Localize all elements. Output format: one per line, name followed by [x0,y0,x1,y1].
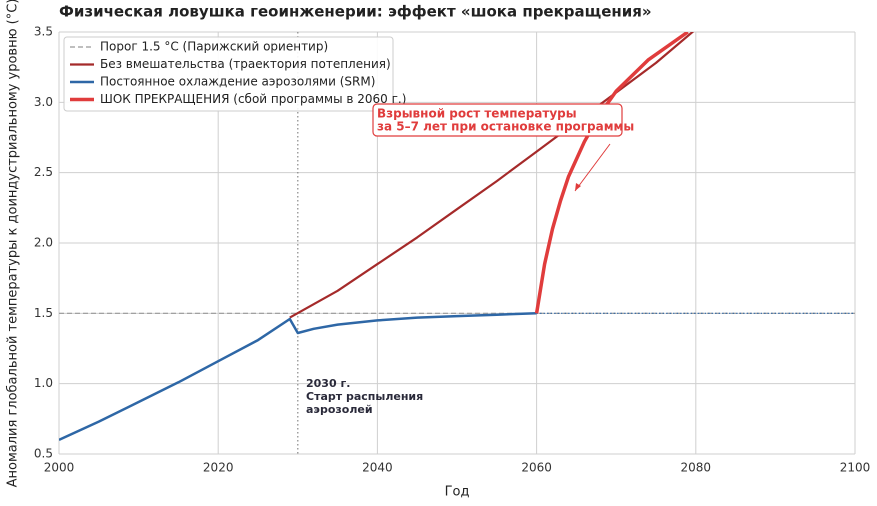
chart-title: Физическая ловушка геоинженерии: эффект … [59,3,652,21]
annotation-text: Взрывной рост температуры [377,107,577,121]
y-tick-label: 2.0 [34,236,53,250]
series-line [59,312,537,442]
annotation-text: 2030 г. [306,377,350,390]
legend-label: Постоянное охлаждение аэрозолями (SRM) [100,75,375,89]
y-tick-label: 1.0 [34,376,53,390]
x-axis-label: Год [445,485,470,500]
y-tick-label: 1.5 [34,306,53,320]
annotation-text: аэрозолей [306,403,373,416]
y-tick-label: 2.5 [34,165,53,179]
x-tick-label: 2060 [521,461,552,475]
annotation-text: Старт распыления [306,390,423,403]
plot-lines [59,32,855,442]
x-tick-label: 2100 [840,461,871,475]
y-tick-label: 3.5 [34,25,53,39]
x-tick-label: 2000 [44,461,75,475]
annotation-box [372,103,623,137]
legend-label: Порог 1.5 °C (Парижский ориентир) [100,40,328,54]
y-tick-label: 3.0 [34,95,53,109]
y-axis-label: Аномалия глобальной температуры к доинду… [6,0,21,487]
overlay: Порог 1.5 °C (Парижский ориентир) Без вме… [63,36,634,416]
series-line [534,32,689,314]
y-tick-label: 0.5 [34,447,53,461]
annotation-arrowhead [575,183,581,191]
annotation-arrow [574,143,611,192]
x-tick-label: 2040 [362,461,393,475]
annotation-text: за 5–7 лет при остановке программы [377,120,634,134]
x-tick-label: 2020 [203,461,234,475]
legend-label: Без вмешательства (траектория потепления… [100,57,391,71]
legend-box [63,36,394,112]
series-line [289,32,695,319]
x-tick-label: 2080 [681,461,712,475]
legend-label: ШОК ПРЕКРАЩЕНИЯ (сбой программы в 2060 г… [100,92,406,106]
grid: 2000 2020 2040 2060 2080 2100 0.5 1.0 1.5 2.0 2.5 3… [34,25,870,475]
